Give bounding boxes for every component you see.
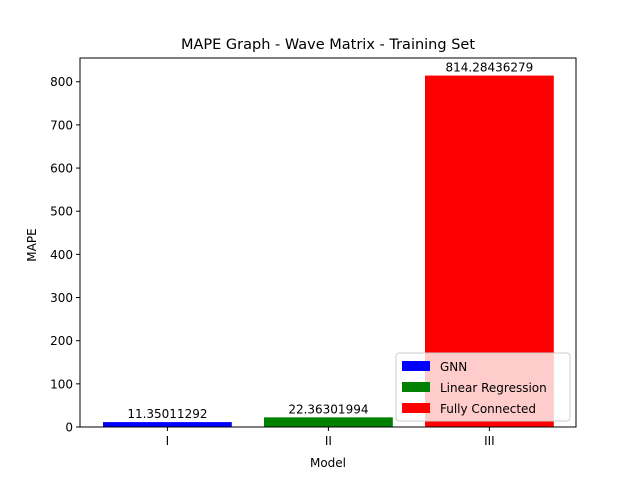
y-tick-label: 400 (50, 248, 73, 262)
y-tick-label: 500 (50, 205, 73, 219)
x-tick-label: I (166, 434, 170, 448)
y-tick-label: 700 (50, 118, 73, 132)
y-tick-label: 200 (50, 334, 73, 348)
bar-II (264, 417, 393, 427)
legend-swatch (402, 382, 430, 392)
y-tick-label: 100 (50, 377, 73, 391)
legend-swatch (402, 403, 430, 413)
legend-entry: Fully Connected (440, 402, 536, 416)
y-axis-label: MAPE (25, 228, 39, 261)
legend-swatch (402, 361, 430, 371)
data-label-III: 814.28436279 (446, 61, 534, 75)
legend: GNN Linear Regression Fully Connected (395, 352, 571, 422)
y-tick-label: 0 (65, 421, 73, 435)
bar-I (103, 422, 232, 427)
legend-entry: GNN (440, 360, 467, 374)
x-tick-label: II (325, 434, 332, 448)
data-label-I: 11.35011292 (127, 407, 207, 421)
chart-title: MAPE Graph - Wave Matrix - Training Set (181, 37, 475, 53)
y-tick-label: 300 (50, 291, 73, 305)
legend-entry: Linear Regression (440, 381, 547, 395)
y-tick-label: 600 (50, 162, 73, 176)
data-label-II: 22.36301994 (288, 402, 368, 416)
x-axis-label: Model (310, 456, 346, 470)
y-tick-label: 800 (50, 75, 73, 89)
legend-box (395, 352, 571, 422)
x-tick-label: III (484, 434, 495, 448)
